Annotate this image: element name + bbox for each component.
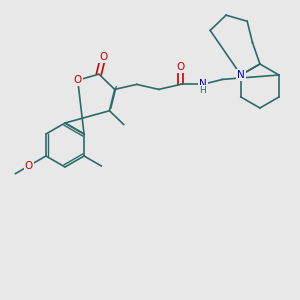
Text: H: H xyxy=(199,86,206,95)
Text: N: N xyxy=(199,80,207,89)
Text: N: N xyxy=(237,70,245,80)
Text: O: O xyxy=(177,62,185,72)
Text: O: O xyxy=(99,52,107,62)
Text: O: O xyxy=(25,161,33,171)
Text: O: O xyxy=(74,75,82,85)
